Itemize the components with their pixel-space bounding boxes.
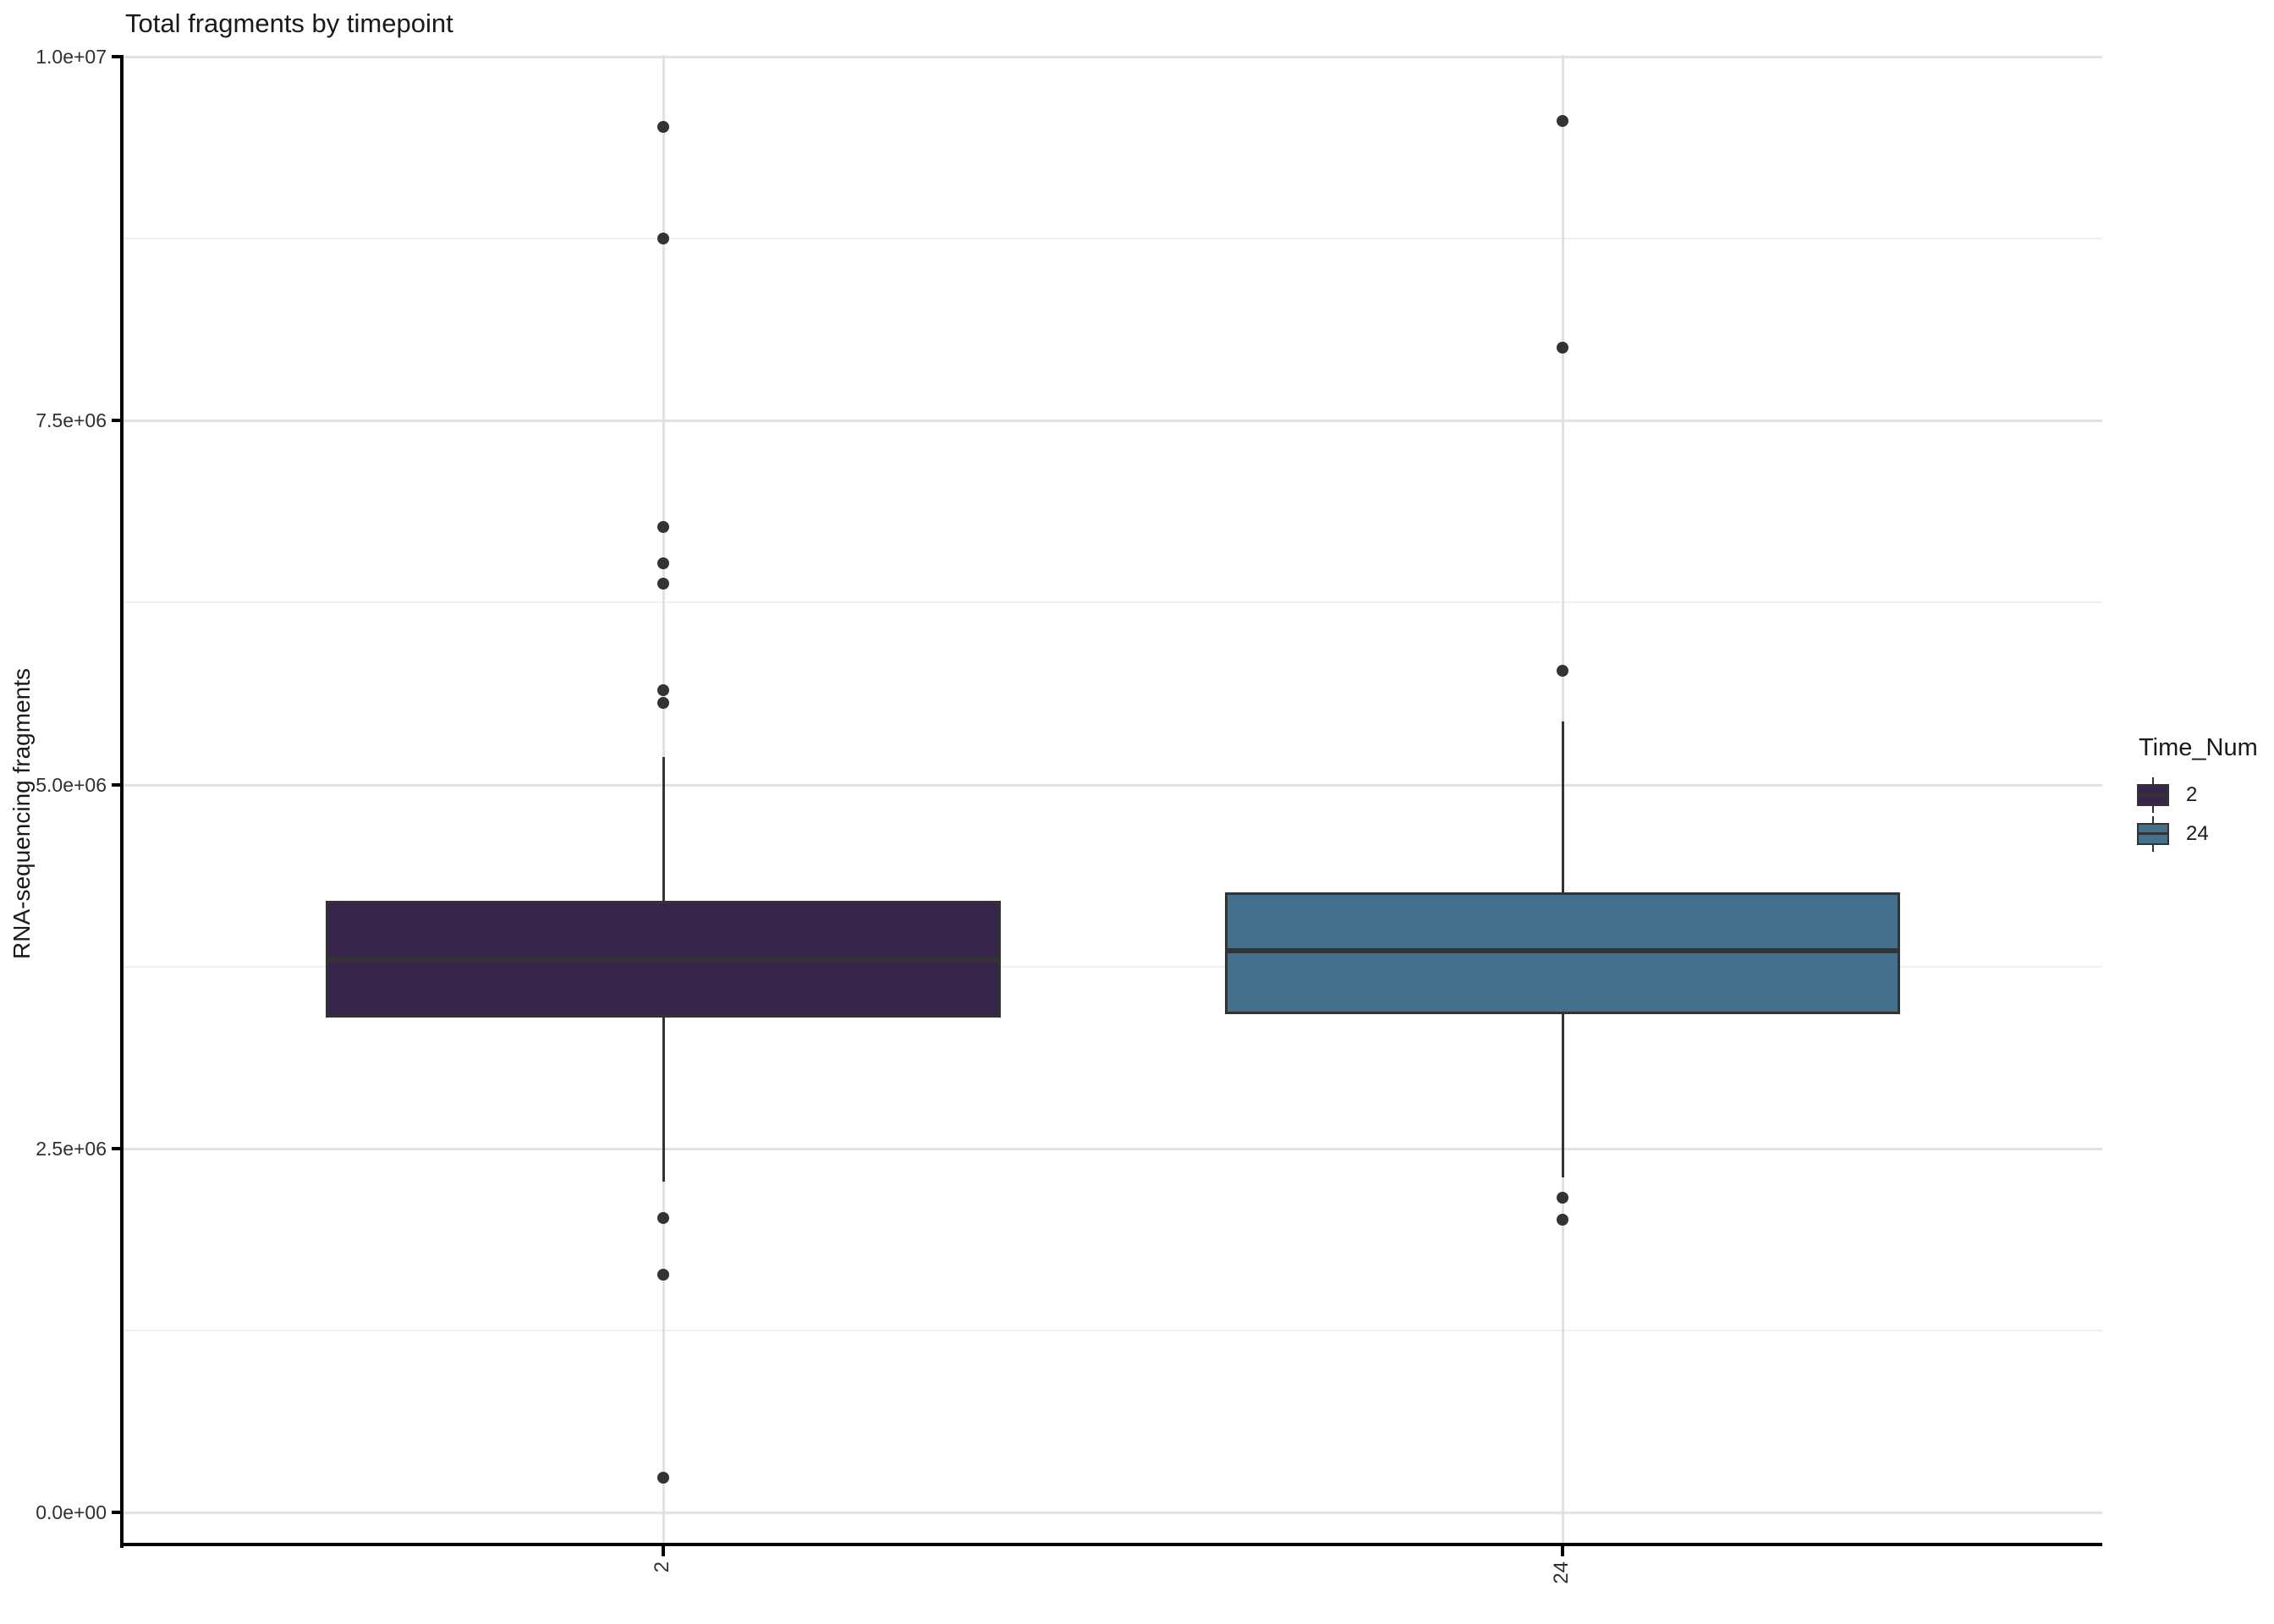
- boxplot-upper-whisker: [1562, 721, 1564, 892]
- outlier-point: [1557, 665, 1568, 677]
- gridline-major: [124, 420, 2102, 422]
- gridline-minor: [124, 238, 2102, 239]
- legend-glyph-median: [2137, 832, 2169, 835]
- outlier-point: [1557, 1192, 1568, 1204]
- boxplot-lower-whisker: [662, 1018, 665, 1182]
- y-tick-label: 2.5e+06: [36, 1138, 107, 1160]
- outlier-point: [657, 233, 669, 244]
- outlier-point: [1557, 115, 1568, 127]
- legend-item-label: 2: [2186, 783, 2198, 806]
- y-tick-label: 7.5e+06: [36, 409, 107, 431]
- gridline-major: [124, 56, 2102, 58]
- y-axis-tick: [112, 55, 122, 58]
- outlier-point: [657, 1269, 669, 1281]
- legend-items: 2 24: [2135, 776, 2258, 853]
- boxplot-lower-whisker: [1562, 1014, 1564, 1177]
- y-axis-title: RNA-sequencing fragments: [8, 668, 35, 959]
- chart-title: Total fragments by timepoint: [125, 8, 453, 38]
- gridline-minor: [124, 1330, 2102, 1331]
- legend-key-boxplot-glyph: [2135, 776, 2171, 815]
- x-axis-tick: [1561, 1546, 1564, 1556]
- legend-item-label: 24: [2186, 822, 2209, 845]
- y-axis-line: [120, 55, 124, 1548]
- y-axis-tick: [112, 1147, 122, 1150]
- boxplot-upper-whisker: [662, 757, 665, 901]
- outlier-point: [657, 1472, 669, 1484]
- outlier-point: [1557, 1214, 1568, 1226]
- boxplot-box: [1225, 892, 1900, 1014]
- boxplot-median: [328, 957, 998, 962]
- gridline-minor: [124, 601, 2102, 603]
- gridline-major: [124, 784, 2102, 787]
- gridline-minor: [124, 966, 2102, 968]
- legend-item: 24: [2135, 815, 2258, 853]
- outlier-point: [657, 557, 669, 569]
- y-axis-tick: [112, 783, 122, 787]
- y-axis-tick: [112, 1511, 122, 1514]
- legend-title: Time_Num: [2139, 734, 2258, 761]
- x-tick-label: 24: [1550, 1561, 1573, 1584]
- legend-key-boxplot-glyph: [2135, 815, 2171, 853]
- y-axis-tick: [112, 419, 122, 422]
- outlier-point: [657, 697, 669, 709]
- y-tick-label: 0.0e+00: [36, 1501, 107, 1523]
- outlier-point: [657, 1212, 669, 1224]
- outlier-point: [1557, 342, 1568, 354]
- outlier-point: [657, 578, 669, 590]
- gridline-major: [124, 1148, 2102, 1150]
- outlier-point: [657, 521, 669, 533]
- x-tick-label: 2: [651, 1561, 673, 1573]
- legend-item: 2: [2135, 776, 2258, 815]
- x-axis-tick: [662, 1546, 665, 1556]
- y-tick-label: 5.0e+06: [36, 774, 107, 796]
- y-tick-label: 1.0e+07: [36, 46, 107, 68]
- outlier-point: [657, 121, 669, 133]
- gridline-major: [124, 1512, 2102, 1514]
- x-axis-line: [120, 1543, 2102, 1546]
- legend-glyph-median: [2137, 793, 2169, 796]
- boxplot-median: [1228, 948, 1898, 953]
- outlier-point: [657, 684, 669, 696]
- legend: Time_Num 2 24: [2135, 734, 2258, 853]
